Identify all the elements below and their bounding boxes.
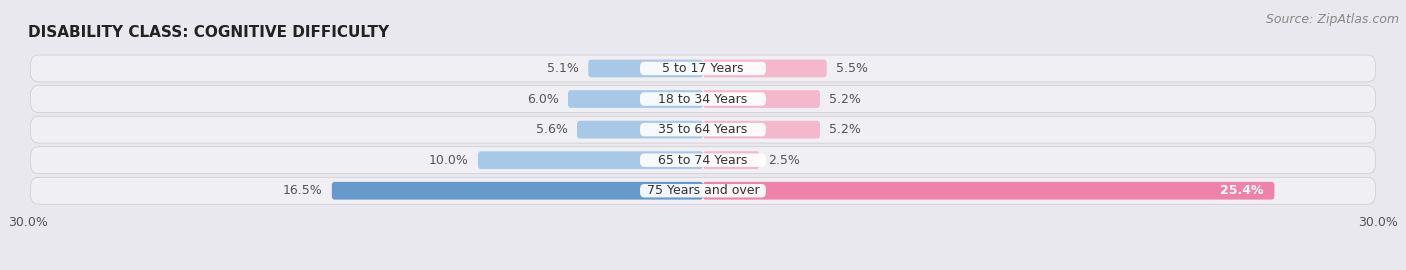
FancyBboxPatch shape: [588, 60, 703, 77]
Text: 5.6%: 5.6%: [536, 123, 568, 136]
Text: 5.1%: 5.1%: [547, 62, 579, 75]
FancyBboxPatch shape: [31, 86, 1375, 113]
FancyBboxPatch shape: [640, 62, 766, 75]
FancyBboxPatch shape: [703, 182, 1274, 200]
FancyBboxPatch shape: [640, 92, 766, 106]
Text: 65 to 74 Years: 65 to 74 Years: [658, 154, 748, 167]
FancyBboxPatch shape: [568, 90, 703, 108]
Text: 5.2%: 5.2%: [830, 123, 860, 136]
Text: 18 to 34 Years: 18 to 34 Years: [658, 93, 748, 106]
FancyBboxPatch shape: [703, 151, 759, 169]
Text: 5.5%: 5.5%: [835, 62, 868, 75]
FancyBboxPatch shape: [703, 121, 820, 139]
FancyBboxPatch shape: [640, 153, 766, 167]
FancyBboxPatch shape: [478, 151, 703, 169]
Text: 2.5%: 2.5%: [768, 154, 800, 167]
FancyBboxPatch shape: [640, 184, 766, 197]
FancyBboxPatch shape: [576, 121, 703, 139]
FancyBboxPatch shape: [31, 147, 1375, 174]
FancyBboxPatch shape: [31, 116, 1375, 143]
FancyBboxPatch shape: [640, 123, 766, 136]
FancyBboxPatch shape: [703, 90, 820, 108]
Text: DISABILITY CLASS: COGNITIVE DIFFICULTY: DISABILITY CLASS: COGNITIVE DIFFICULTY: [28, 25, 389, 40]
Text: 16.5%: 16.5%: [283, 184, 323, 197]
Text: 75 Years and over: 75 Years and over: [647, 184, 759, 197]
Text: 25.4%: 25.4%: [1219, 184, 1263, 197]
Text: 35 to 64 Years: 35 to 64 Years: [658, 123, 748, 136]
Text: 10.0%: 10.0%: [429, 154, 470, 167]
FancyBboxPatch shape: [703, 60, 827, 77]
Text: 5 to 17 Years: 5 to 17 Years: [662, 62, 744, 75]
Text: Source: ZipAtlas.com: Source: ZipAtlas.com: [1265, 14, 1399, 26]
FancyBboxPatch shape: [31, 55, 1375, 82]
FancyBboxPatch shape: [332, 182, 703, 200]
Legend: Male, Female: Male, Female: [638, 266, 768, 270]
Text: 5.2%: 5.2%: [830, 93, 860, 106]
FancyBboxPatch shape: [31, 177, 1375, 204]
Text: 6.0%: 6.0%: [527, 93, 560, 106]
